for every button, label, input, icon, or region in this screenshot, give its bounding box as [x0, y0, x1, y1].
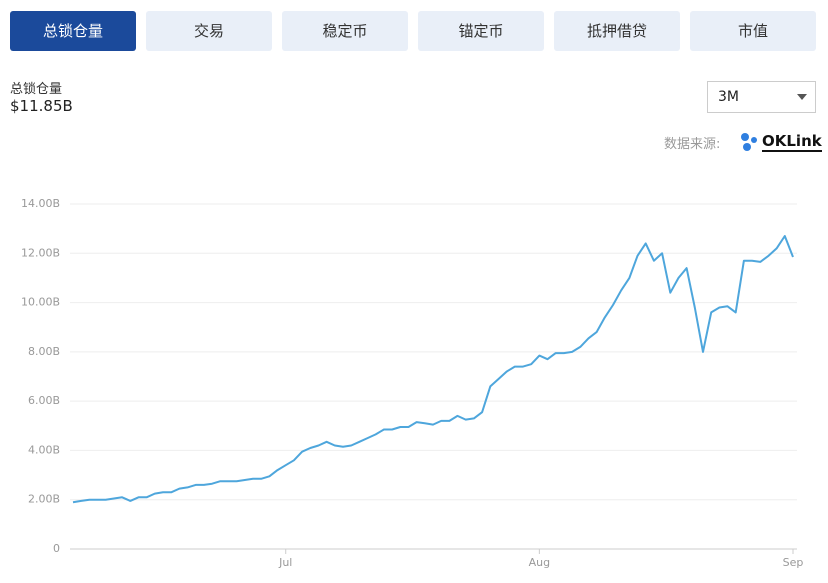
y-tick-label: 12.00B [21, 246, 60, 259]
y-tick-label: 0 [53, 542, 60, 555]
y-tick-label: 4.00B [28, 443, 60, 456]
tab[interactable]: 总锁仓量 [10, 11, 136, 51]
tab[interactable]: 抵押借贷 [554, 11, 680, 51]
source-brand[interactable]: OKLink [762, 132, 822, 152]
tab[interactable]: 交易 [146, 11, 272, 51]
tab[interactable]: 稳定币 [282, 11, 408, 51]
tab[interactable]: 市值 [690, 11, 816, 51]
source-label: 数据来源: [664, 137, 721, 152]
brand-logo [741, 133, 757, 151]
y-tick-label: 10.00B [21, 296, 60, 309]
x-tick-label: Sep [783, 556, 804, 569]
dropdown-arrow [797, 94, 807, 100]
y-tick-label: 6.00B [28, 394, 60, 407]
y-tick-label: 8.00B [28, 345, 60, 358]
chart: 0 2.00B 4.00B 6.00B 8.00B 10.00B 12.00B 14.00B J… [21, 197, 804, 569]
tab[interactable]: 锚定币 [418, 11, 544, 51]
x-tick-label: Jul [278, 556, 292, 569]
line-series [72, 235, 794, 504]
summary-label: 总锁仓量 [10, 82, 63, 97]
tab-bar: 总锁仓量 交易 稳定币 锚定币 抵押借贷 市值 [10, 11, 816, 51]
range-select[interactable]: 3M [707, 81, 816, 113]
x-tick-label: Aug [529, 556, 550, 569]
range-value: 3M [718, 89, 739, 105]
y-tick-label: 14.00B [21, 197, 60, 210]
summary-value: $11.85B [10, 97, 73, 115]
y-tick-label: 2.00B [28, 493, 60, 506]
